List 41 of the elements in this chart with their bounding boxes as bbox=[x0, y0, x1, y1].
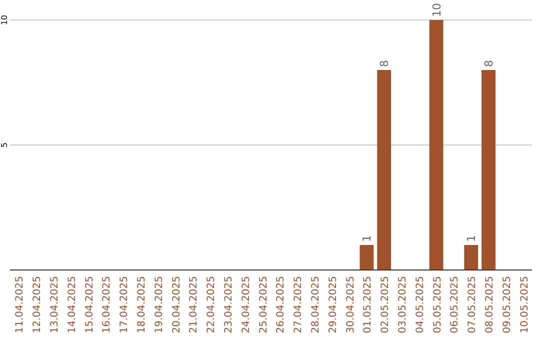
bar bbox=[429, 20, 444, 270]
x-tick-label: 21.04.2025 bbox=[188, 276, 200, 334]
x-tick-label: 30.04.2025 bbox=[345, 276, 356, 334]
bar bbox=[377, 70, 392, 270]
data-label: 10 bbox=[430, 3, 444, 17]
x-tick-label: 18.04.2025 bbox=[136, 276, 148, 334]
x-tick-label: 20.04.2025 bbox=[171, 276, 182, 334]
x-tick-label: 05.05.2025 bbox=[432, 276, 444, 334]
y-tick-label: 5 bbox=[0, 142, 9, 148]
x-tick-label: 06.05.2025 bbox=[450, 276, 461, 334]
x-tick-label: 12.04.2025 bbox=[32, 276, 44, 334]
x-tick-label: 27.04.2025 bbox=[293, 276, 304, 334]
x-tick-label: 19.04.2025 bbox=[154, 276, 165, 334]
x-tick-label: 17.04.2025 bbox=[119, 276, 130, 334]
data-label: 1 bbox=[360, 235, 374, 242]
x-tick-label: 26.04.2025 bbox=[276, 276, 287, 334]
x-tick-label: 28.04.2025 bbox=[310, 276, 322, 334]
bar bbox=[360, 245, 374, 270]
data-label: 1 bbox=[465, 235, 478, 242]
x-tick-label: 07.05.2025 bbox=[467, 276, 478, 334]
x-tick-label: 22.04.2025 bbox=[206, 276, 218, 334]
x-tick-label: 13.04.2025 bbox=[50, 276, 60, 334]
x-tick-label: 01.05.2025 bbox=[362, 276, 374, 334]
x-tick-label: 15.04.2025 bbox=[84, 276, 96, 334]
x-tick-label: 25.04.2025 bbox=[258, 276, 270, 334]
x-tick-label: 24.04.2025 bbox=[240, 276, 252, 334]
x-tick-label: 03.05.2025 bbox=[398, 276, 408, 334]
x-tick-label: 29.04.2025 bbox=[328, 276, 339, 334]
data-label: 8 bbox=[482, 60, 496, 67]
x-tick-label: 11.04.2025 bbox=[14, 276, 26, 334]
x-tick-label: 14.04.2025 bbox=[66, 276, 78, 334]
bar bbox=[464, 245, 478, 270]
x-tick-label: 02.05.2025 bbox=[380, 276, 392, 334]
x-tick-label: 16.04.2025 bbox=[102, 276, 113, 334]
x-tick-label: 04.05.2025 bbox=[414, 276, 426, 334]
data-label: 8 bbox=[378, 60, 392, 67]
x-tick-label: 09.05.2025 bbox=[502, 276, 513, 334]
bar bbox=[482, 70, 496, 270]
x-tick-label: 10.05.2025 bbox=[519, 276, 530, 334]
x-tick-label: 23.04.2025 bbox=[224, 276, 234, 334]
x-tick-label: 08.05.2025 bbox=[484, 276, 496, 334]
